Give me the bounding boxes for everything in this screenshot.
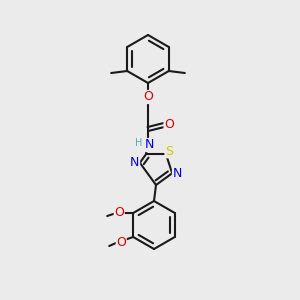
Text: O: O xyxy=(164,118,174,131)
Text: O: O xyxy=(114,206,124,220)
Text: N: N xyxy=(130,156,140,169)
Text: S: S xyxy=(165,145,173,158)
Text: N: N xyxy=(144,139,154,152)
Text: O: O xyxy=(116,236,126,248)
Text: H: H xyxy=(135,138,143,148)
Text: O: O xyxy=(143,91,153,103)
Text: N: N xyxy=(172,167,182,180)
